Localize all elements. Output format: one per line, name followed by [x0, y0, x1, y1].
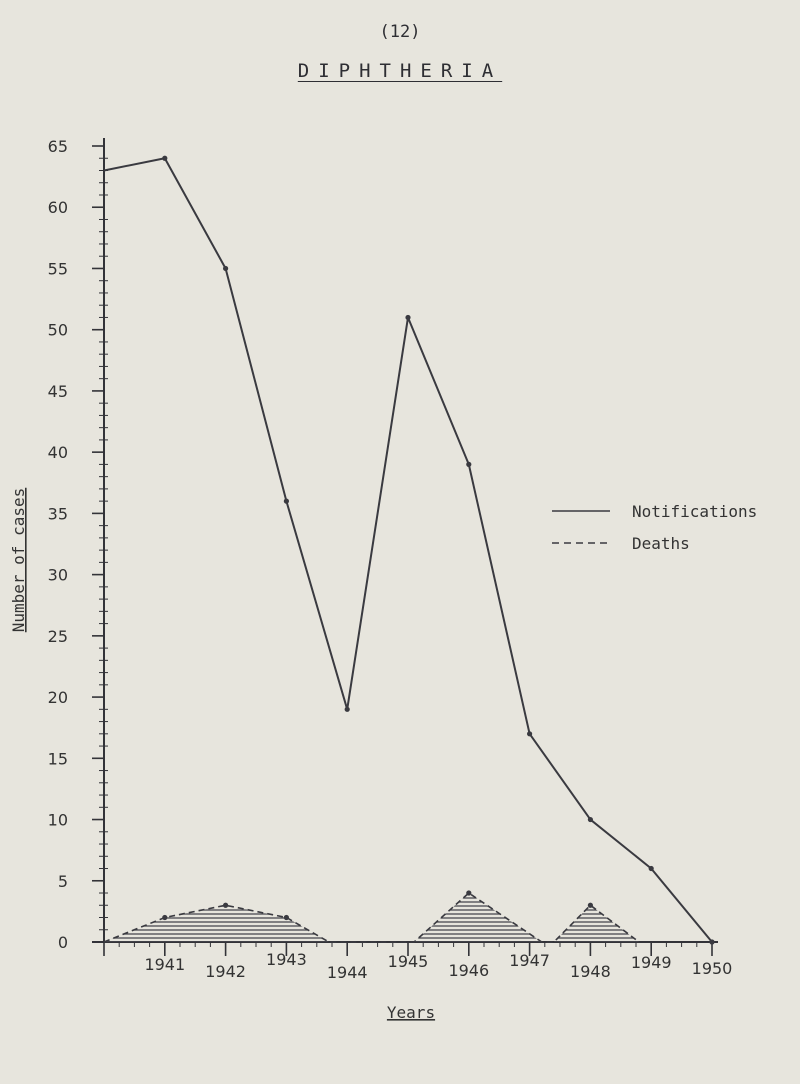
x-tick-label: 1942	[205, 962, 246, 981]
notifications-point	[587, 816, 594, 823]
y-tick-label: 0	[58, 933, 68, 952]
page-number: (12)	[379, 22, 421, 42]
notifications-series-line	[103, 157, 713, 943]
deaths-hatched-area	[553, 905, 640, 942]
notifications-point	[283, 498, 289, 504]
y-tick-label: 5	[58, 872, 68, 891]
y-tick-label: 45	[48, 382, 68, 401]
x-tick-label: 1945	[388, 952, 429, 971]
deaths-series-line	[103, 892, 640, 943]
y-tick-label: 35	[48, 504, 68, 523]
notifications-point	[405, 314, 411, 321]
y-tick-label: 55	[48, 259, 68, 278]
notifications-point	[527, 731, 533, 737]
x-tick-label: 1944	[327, 963, 368, 982]
x-tick-label: 1950	[692, 959, 733, 978]
y-tick-label: 40	[48, 443, 68, 462]
deaths-hatch-layer	[104, 893, 640, 942]
y-tick-label: 25	[48, 627, 68, 646]
y-tick-label: 10	[48, 811, 68, 830]
notifications-point	[709, 939, 715, 945]
chart-title: DIPHTHERIA	[297, 60, 503, 82]
deaths-point	[223, 902, 229, 908]
deaths-point	[587, 902, 594, 908]
notifications-point	[223, 265, 229, 272]
legend: Notifications Deaths	[552, 502, 757, 553]
notifications-point	[466, 461, 472, 467]
axes-layer	[92, 138, 718, 956]
labels-layer: 0 5 10 15 20 25 30 35 40 45 50 55 60 65 1941 1942 1943 19…	[9, 137, 732, 1022]
legend-deaths-label: Deaths	[632, 534, 690, 553]
x-axis-title: Years	[387, 1003, 435, 1022]
notifications-point	[162, 155, 168, 161]
y-tick-label: 65	[48, 137, 68, 156]
x-tick-label: 1948	[570, 962, 611, 981]
x-tick-label: 1941	[144, 955, 185, 974]
x-tick-label: 1943	[266, 950, 307, 969]
deaths-hatched-area	[104, 905, 329, 942]
y-axis-title: Number of cases	[9, 488, 28, 633]
x-tick-label: 1949	[631, 953, 672, 972]
y-tick-label: 20	[48, 688, 68, 707]
deaths-point	[283, 914, 289, 921]
deaths-point	[162, 914, 168, 921]
y-tick-label: 60	[48, 198, 68, 217]
legend-notifications-label: Notifications	[632, 502, 757, 521]
notifications-point	[648, 865, 654, 872]
x-tick-label: 1946	[448, 961, 489, 980]
y-tick-label: 50	[48, 321, 68, 340]
x-tick-label: 1947	[509, 951, 550, 970]
y-tick-label: 15	[48, 749, 68, 768]
notifications-point	[344, 706, 350, 712]
series-layer	[103, 155, 715, 945]
y-tick-label: 30	[48, 566, 68, 585]
deaths-point	[466, 890, 472, 896]
deaths-hatched-area	[414, 893, 542, 942]
